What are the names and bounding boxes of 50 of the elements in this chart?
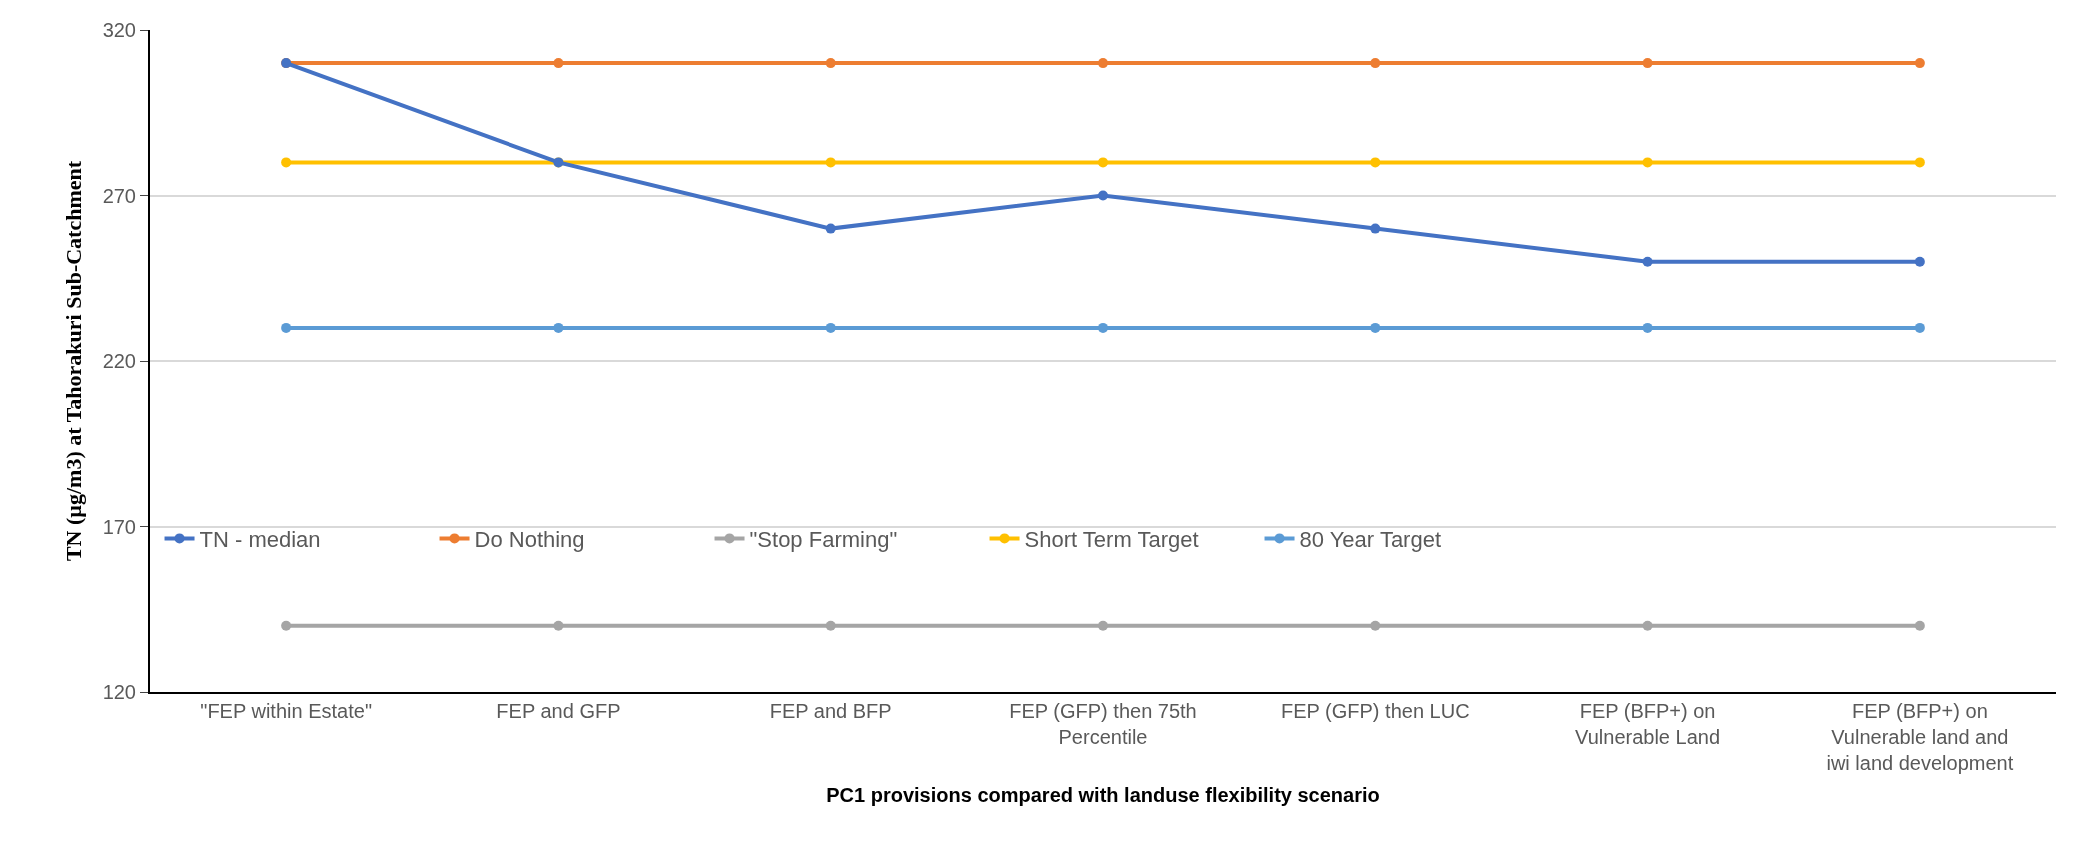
x-tick-label: FEP and GFP	[496, 700, 621, 722]
point	[1098, 58, 1108, 69]
legend-label: 80 Year Target	[1299, 526, 1442, 552]
point	[553, 620, 564, 631]
point	[281, 620, 292, 631]
x-tick-label: FEP (GFP) then 75th Percentile	[1009, 700, 1197, 748]
point	[1914, 620, 1925, 631]
point	[1914, 58, 1925, 69]
point	[825, 58, 836, 69]
point	[1370, 157, 1381, 168]
y-tick-label: 220	[102, 350, 136, 372]
x-tick-label: FEP (BFP+) on Vulnerable Land	[1575, 700, 1721, 748]
y-tick-label: 320	[102, 19, 136, 41]
x-tick-label: "FEP within Estate"	[200, 700, 372, 722]
y-tick-label: 120	[102, 681, 136, 703]
point	[825, 223, 836, 234]
point	[1642, 256, 1653, 267]
point	[281, 322, 292, 333]
point	[1914, 322, 1925, 333]
point	[1370, 322, 1381, 333]
point	[1098, 620, 1108, 631]
point	[825, 157, 836, 168]
point	[1642, 157, 1653, 168]
point	[1098, 190, 1108, 201]
x-axis-title: PC1 provisions compared with landuse flexibility scenario	[826, 784, 1380, 806]
y-axis-title: TN (µg/m3) at Tahorakuri Sub-Catchment	[60, 160, 86, 562]
legend-label: TN - median	[199, 526, 321, 552]
point	[1098, 322, 1108, 333]
point	[1098, 157, 1108, 168]
legend-label: Short Term Target	[1024, 526, 1199, 552]
point	[1914, 157, 1925, 168]
y-tick-label: 270	[102, 184, 136, 207]
x-tick-label: FEP and BFP	[769, 700, 892, 722]
point	[825, 620, 836, 631]
point	[1642, 620, 1653, 631]
x-tick-label: FEP (BFP+) on Vulnerable land and iwi land development	[1826, 700, 2014, 774]
point	[825, 322, 836, 333]
y-tick-label: 170	[102, 515, 136, 538]
point	[553, 322, 564, 333]
point	[1642, 322, 1653, 333]
point	[553, 58, 564, 69]
point	[1642, 58, 1653, 69]
x-tick-label: FEP (GFP) then LUC	[1281, 700, 1470, 722]
point	[281, 157, 292, 168]
point	[1370, 620, 1381, 631]
legend-label: Do Nothing	[474, 526, 585, 552]
point	[1370, 223, 1381, 234]
point	[1370, 58, 1381, 69]
point	[1914, 256, 1925, 267]
legend-label: "Stop Farming"	[749, 526, 898, 552]
